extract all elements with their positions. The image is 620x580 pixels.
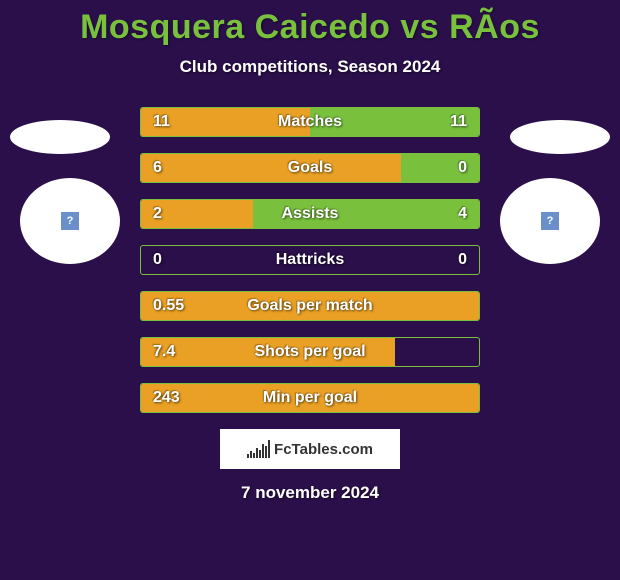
country-flag-left [10, 120, 110, 154]
stat-label: Matches [141, 113, 479, 131]
country-flag-right [510, 120, 610, 154]
stat-row: 0Hattricks0 [140, 245, 480, 275]
stat-value-right: 0 [458, 251, 467, 269]
comparison-card: Mosquera Caicedo vs RÃ­os Club competiti… [0, 0, 620, 580]
subtitle: Club competitions, Season 2024 [0, 57, 620, 77]
stat-label: Hattricks [141, 251, 479, 269]
brand-logo: FcTables.com [220, 429, 400, 469]
stat-row: 0.55Goals per match [140, 291, 480, 321]
stat-row: 7.4Shots per goal [140, 337, 480, 367]
date-text: 7 november 2024 [0, 483, 620, 503]
placeholder-icon: ? [61, 212, 79, 230]
stat-value-right: 11 [450, 113, 467, 131]
stat-label: Goals per match [141, 297, 479, 315]
stat-row: 243Min per goal [140, 383, 480, 413]
stat-value-right: 0 [458, 159, 467, 177]
stats-table: 11Matches116Goals02Assists40Hattricks00.… [140, 107, 480, 413]
stat-label: Min per goal [141, 389, 479, 407]
stat-value-right: 4 [458, 205, 467, 223]
chart-icon [247, 440, 270, 458]
stat-label: Shots per goal [141, 343, 479, 361]
stat-row: 11Matches11 [140, 107, 480, 137]
page-title: Mosquera Caicedo vs RÃ­os [0, 8, 620, 47]
stat-label: Goals [141, 159, 479, 177]
stat-row: 6Goals0 [140, 153, 480, 183]
player-badge-left: ? [20, 178, 120, 264]
player-badge-right: ? [500, 178, 600, 264]
brand-text: FcTables.com [274, 441, 373, 458]
placeholder-icon: ? [541, 212, 559, 230]
stat-label: Assists [141, 205, 479, 223]
stat-row: 2Assists4 [140, 199, 480, 229]
